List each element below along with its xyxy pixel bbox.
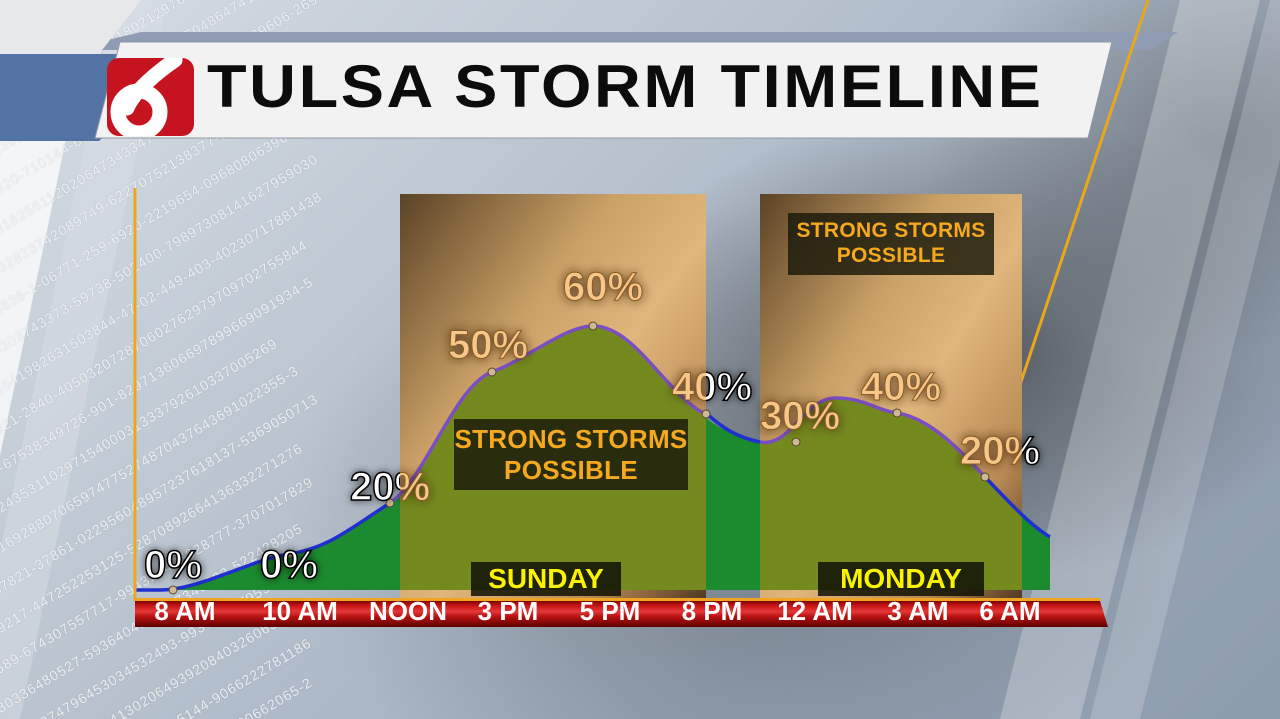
svg-text:3 PM: 3 PM	[478, 596, 539, 626]
svg-text:10 AM: 10 AM	[262, 596, 338, 626]
svg-text:3 AM: 3 AM	[887, 596, 948, 626]
svg-text:NOON: NOON	[369, 596, 447, 626]
svg-text:12 AM: 12 AM	[777, 596, 853, 626]
svg-text:6 AM: 6 AM	[979, 596, 1040, 626]
svg-text:5 PM: 5 PM	[580, 596, 641, 626]
svg-text:8 PM: 8 PM	[682, 596, 743, 626]
svg-text:8 AM: 8 AM	[154, 596, 215, 626]
